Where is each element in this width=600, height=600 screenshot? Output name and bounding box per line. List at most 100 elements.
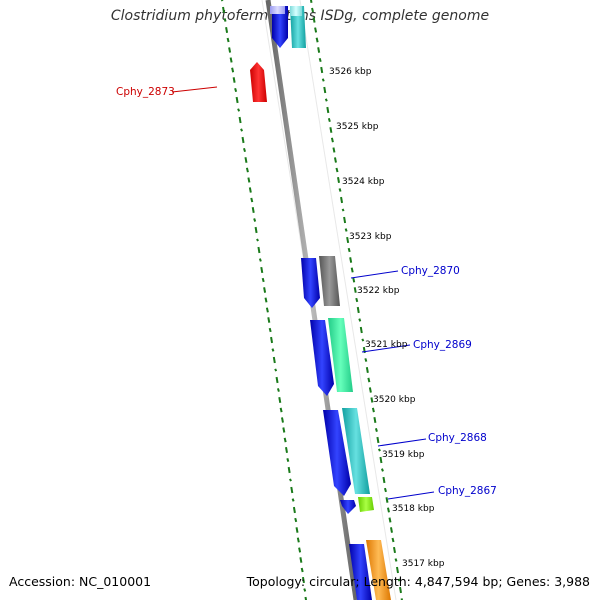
gc-tick-outer xyxy=(315,37,319,43)
accession-label: Accession: NC_010001 xyxy=(9,574,152,589)
kbp-label: 3524 kbp xyxy=(342,177,385,187)
gene-cphy-2870 xyxy=(319,256,340,306)
gc-tick-outer xyxy=(317,47,321,53)
gene-label-cphy-2870: Cphy_2870 xyxy=(401,265,460,277)
gc-tick-outer xyxy=(321,78,325,82)
gc-tick-inner xyxy=(272,356,276,364)
gc-tick-inner xyxy=(275,376,279,384)
gc-tick-outer xyxy=(393,546,396,554)
gc-tick-inner xyxy=(245,167,249,173)
gc-tick-inner xyxy=(280,417,284,423)
gc-tick-inner xyxy=(238,116,242,124)
gc-tick-inner xyxy=(268,327,272,333)
gc-tick-inner xyxy=(222,6,226,14)
gc-tick-outer xyxy=(335,167,339,173)
gc-tick-inner xyxy=(304,596,308,600)
gene-label-cphy-2867: Cphy_2867 xyxy=(438,485,497,497)
gc-tick-outer xyxy=(374,428,378,432)
gc-tick-outer xyxy=(349,257,353,263)
gc-tick-outer xyxy=(323,86,327,94)
gc-tick-outer xyxy=(327,118,331,122)
label-leader-cphy-2873 xyxy=(171,86,218,93)
gc-tick-inner xyxy=(282,427,286,433)
gc-tick-inner xyxy=(228,47,232,53)
gc-tick-inner xyxy=(241,136,245,144)
gene-label-cphy-2869: Cphy_2869 xyxy=(413,339,472,351)
gene-cphy-2867 xyxy=(358,497,374,512)
gene-top-lavender xyxy=(270,6,285,14)
gc-tick-inner xyxy=(276,388,280,392)
gc-tick-outer xyxy=(399,586,402,594)
gc-tick-inner xyxy=(264,297,268,303)
gc-tick-inner xyxy=(285,447,288,453)
gc-tick-outer xyxy=(347,247,351,253)
gene-bottom-orange xyxy=(366,540,391,600)
gc-tick-inner xyxy=(234,87,238,93)
genome-summary: Topology: circular; Length: 4,847,594 bp… xyxy=(246,574,590,589)
gc-tick-outer xyxy=(373,417,377,423)
gc-tick-inner xyxy=(283,437,287,443)
gc-tick-outer xyxy=(385,497,389,503)
gc-tick-inner xyxy=(251,207,255,213)
gc-tick-outer xyxy=(378,448,381,452)
gc-tick-inner xyxy=(237,108,241,112)
gc-tick-outer xyxy=(343,216,347,224)
gc-tick-outer xyxy=(353,287,357,293)
gc-tick-inner xyxy=(270,336,274,344)
gc-tick-inner xyxy=(294,517,298,523)
gene-cds-blue-4 xyxy=(340,500,356,514)
gc-tick-inner xyxy=(231,67,235,73)
gene-cds-blue-1 xyxy=(301,258,320,308)
label-leader-cphy-2867 xyxy=(387,491,435,500)
gc-tick-outer xyxy=(330,137,334,143)
gc-tick-inner xyxy=(226,37,230,43)
gc-tick-outer xyxy=(355,297,359,303)
gc-tick-outer xyxy=(390,527,393,533)
gc-content-track-outer xyxy=(309,0,404,600)
gene-top-lightcyan xyxy=(290,6,302,16)
gc-tick-outer xyxy=(309,0,313,4)
gene-cds-blue-2 xyxy=(310,320,334,396)
gc-tick-inner xyxy=(232,77,236,83)
kbp-label: 3518 kbp xyxy=(392,504,435,514)
gc-tick-inner xyxy=(300,567,304,573)
gc-tick-inner xyxy=(253,218,257,222)
gc-tick-outer xyxy=(370,397,374,403)
gc-tick-outer xyxy=(382,476,386,484)
gc-tick-outer xyxy=(368,387,372,393)
gc-tick-outer xyxy=(376,436,380,444)
gc-tick-outer xyxy=(361,338,365,342)
gc-tick-inner xyxy=(244,157,248,163)
gc-tick-inner xyxy=(278,397,282,403)
gc-tick-inner xyxy=(295,527,299,533)
gc-tick-inner xyxy=(299,557,303,563)
gc-tick-inner xyxy=(286,458,290,462)
gc-tick-outer xyxy=(387,507,390,513)
gene-cds-top-blue xyxy=(272,6,288,48)
gc-tick-outer xyxy=(352,277,356,283)
gc-tick-inner xyxy=(243,148,246,152)
gc-tick-inner xyxy=(279,407,283,413)
gc-tick-inner xyxy=(240,128,243,132)
band-outline-right xyxy=(299,0,397,600)
kbp-label: 3522 kbp xyxy=(357,286,400,296)
gc-tick-inner xyxy=(301,576,305,584)
gc-tick-inner xyxy=(247,177,251,183)
gc-tick-inner xyxy=(229,57,233,63)
gc-tick-inner xyxy=(250,197,254,203)
gene-cphy-2873 xyxy=(250,62,267,102)
gc-tick-outer xyxy=(394,558,398,562)
gc-tick-outer xyxy=(341,208,345,212)
gc-tick-outer xyxy=(320,66,324,74)
gc-tick-inner xyxy=(287,466,291,474)
gc-tick-inner xyxy=(296,537,300,543)
gc-tick-inner xyxy=(265,307,269,313)
gc-tick-outer xyxy=(329,127,333,133)
kbp-label: 3519 kbp xyxy=(382,450,425,460)
gc-tick-outer xyxy=(359,326,363,334)
gc-tick-inner xyxy=(303,588,307,592)
gc-tick-outer xyxy=(391,537,395,543)
gc-tick-inner xyxy=(258,258,262,262)
gc-tick-inner xyxy=(261,277,265,283)
